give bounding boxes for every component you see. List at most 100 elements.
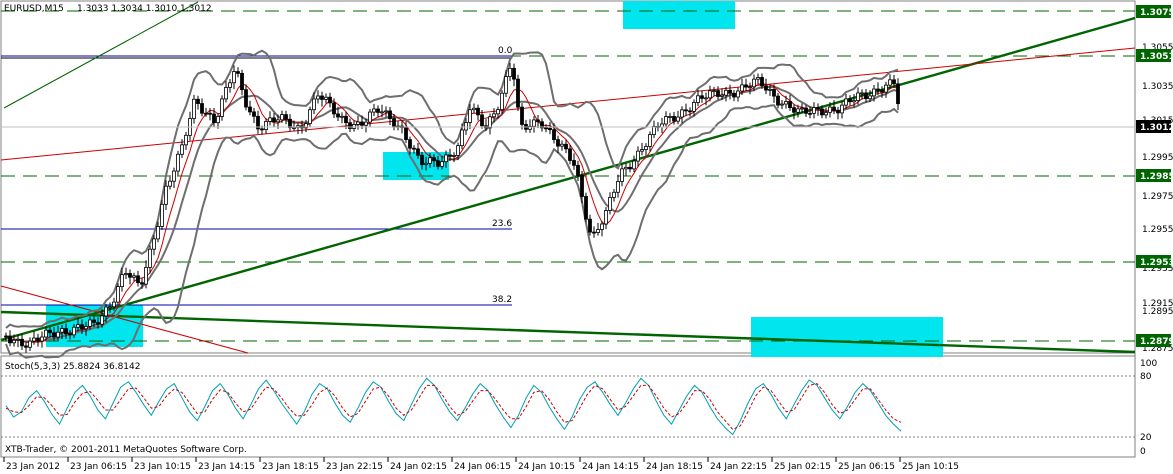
candle-body: [660, 123, 664, 128]
trendline-green-rising[interactable]: [0, 16, 1136, 342]
candle-body: [104, 306, 108, 317]
candle-body: [720, 94, 724, 97]
candle-body: [872, 88, 876, 97]
zone-bottom[interactable]: [751, 317, 943, 357]
time-label: 24 Jan 02:15: [390, 462, 447, 472]
trendline-thin-green[interactable]: [3, 1, 199, 109]
candle-body: [268, 117, 272, 122]
candle-body: [344, 115, 348, 124]
time-axis: 23 Jan 2012 23 Jan 06:15 23 Jan 10:15 23 Ja…: [3, 457, 959, 472]
candle-body: [496, 109, 500, 115]
candle-body: [836, 109, 840, 114]
price-tick: 1.3055: [1142, 43, 1173, 53]
candle-body: [60, 328, 64, 333]
time-label: 25 Jan 06:15: [838, 462, 895, 472]
candle-body: [208, 112, 212, 115]
candle-body: [648, 134, 652, 147]
candle-body: [480, 114, 484, 127]
candle-body: [564, 143, 568, 150]
candle-body: [72, 326, 76, 336]
candle-body: [520, 106, 524, 125]
candle-body: [244, 89, 248, 108]
stoch-scale-100: 100: [1140, 359, 1157, 369]
candle-body: [312, 98, 316, 111]
tag-box: [1136, 120, 1171, 133]
candle-body: [844, 98, 848, 106]
time-label: 23 Jan 10:15: [134, 462, 191, 472]
candle-body: [768, 88, 772, 91]
candle-body: [640, 149, 644, 152]
copyright-text: XTB-Trader, © 2001-2011 MetaQuotes Softw…: [5, 445, 247, 455]
candle-body: [512, 67, 516, 80]
candle-body: [360, 121, 364, 126]
bb-middle: [5, 85, 899, 343]
candle-body: [684, 109, 688, 112]
candle-body: [532, 119, 536, 127]
candle-body: [584, 196, 588, 220]
candle-body: [508, 67, 512, 77]
candle-body: [308, 109, 312, 124]
price-tick: 1.2995: [1142, 153, 1173, 163]
candle-body: [856, 92, 860, 101]
candle-body: [336, 113, 340, 118]
candle-body: [840, 104, 844, 114]
candle-body: [692, 102, 696, 112]
stoch-scale-80: 80: [1140, 372, 1152, 382]
tag-box: [1136, 5, 1171, 18]
candle-body: [472, 107, 476, 111]
candle-body: [372, 108, 376, 113]
candle-body: [516, 78, 520, 108]
candle-body: [604, 210, 608, 225]
candle-body: [40, 336, 44, 342]
candle-body: [560, 143, 564, 147]
candle-body: [52, 332, 56, 338]
candle-body: [724, 89, 728, 96]
candle-body: [572, 160, 576, 166]
candle-body: [592, 231, 596, 234]
tag-box: [1136, 169, 1171, 182]
candle-body: [156, 226, 160, 240]
bb-upper: [5, 49, 899, 329]
candle-body: [676, 116, 680, 122]
candle-body: [128, 273, 132, 278]
tag-1-3075: 1.3075: [1140, 8, 1173, 18]
candle-body: [608, 197, 612, 211]
candle-body: [728, 89, 732, 94]
candle-body: [432, 157, 436, 162]
candle-body: [80, 324, 84, 330]
candle-body: [324, 96, 328, 100]
candle-body: [260, 128, 264, 131]
candle-body: [4, 335, 8, 338]
candle-body: [140, 282, 144, 285]
fibonacci-retracement[interactable]: [1, 55, 512, 306]
candle-body: [96, 322, 100, 325]
candle-body: [548, 127, 552, 131]
candle-body: [868, 95, 872, 100]
trendline-red-falling[interactable]: [0, 285, 249, 354]
candle-body: [108, 306, 112, 309]
candle-body: [380, 111, 384, 114]
candle-body: [420, 154, 424, 165]
candle-body: [884, 84, 888, 93]
candle-body: [776, 95, 780, 106]
time-label: 24 Jan 06:15: [454, 462, 511, 472]
candle-body: [100, 315, 104, 325]
stochastic-panel[interactable]: Stoch(5,3,3) 25.8824 36.8142 100 80 20 0…: [1, 359, 1157, 457]
candle-body: [452, 155, 456, 157]
zone-top[interactable]: [623, 1, 735, 29]
candle-body: [556, 139, 560, 147]
candle-body: [412, 147, 416, 150]
candle-body: [264, 121, 268, 130]
candle-body: [252, 111, 256, 117]
trendline-green-falling[interactable]: [0, 310, 1136, 354]
candle-body: [552, 129, 556, 141]
candle-body: [328, 96, 332, 104]
trend-lines[interactable]: [0, 1, 1136, 354]
tag-1-2953: 1.2953: [1140, 258, 1173, 268]
candle-body: [628, 166, 632, 170]
candle-body: [624, 166, 628, 170]
candle-body: [12, 339, 16, 344]
candle-body: [772, 88, 776, 97]
